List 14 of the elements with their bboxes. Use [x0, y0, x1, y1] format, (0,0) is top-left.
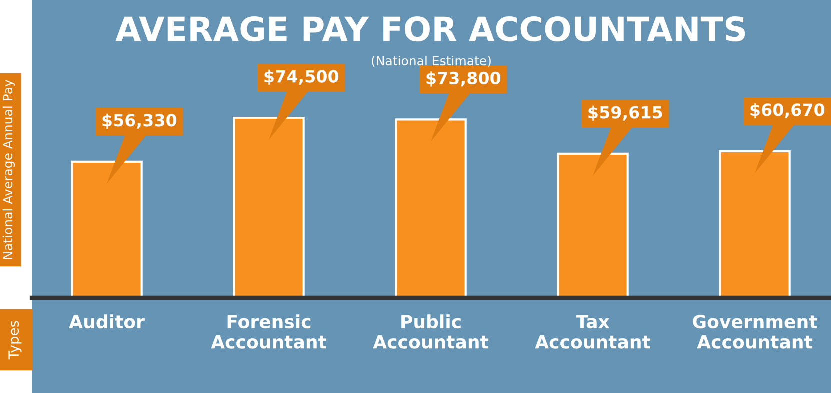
data-label: $60,670: [750, 103, 825, 118]
data-label: $74,500: [264, 70, 339, 86]
x-tick-label: Auditor: [69, 314, 145, 329]
text: Types: [8, 321, 22, 360]
y-axis-title: National Average Annual Pay: [2, 80, 15, 260]
x-tick-label: Tax Accountant: [535, 315, 650, 349]
chart-title: AVERAGE PAY FOR ACCOUNTANTS: [116, 16, 746, 42]
chart-subtitle: (National Estimate): [372, 56, 491, 68]
data-label: $59,615: [588, 106, 662, 122]
x-tick-label: Public Accountant: [373, 314, 488, 349]
data-label: $73,800: [426, 72, 501, 87]
data-label: $56,330: [102, 114, 177, 129]
x-tick-label: Forensic Accountant: [211, 314, 326, 349]
x-tick-label: Government Accountant: [693, 314, 818, 349]
